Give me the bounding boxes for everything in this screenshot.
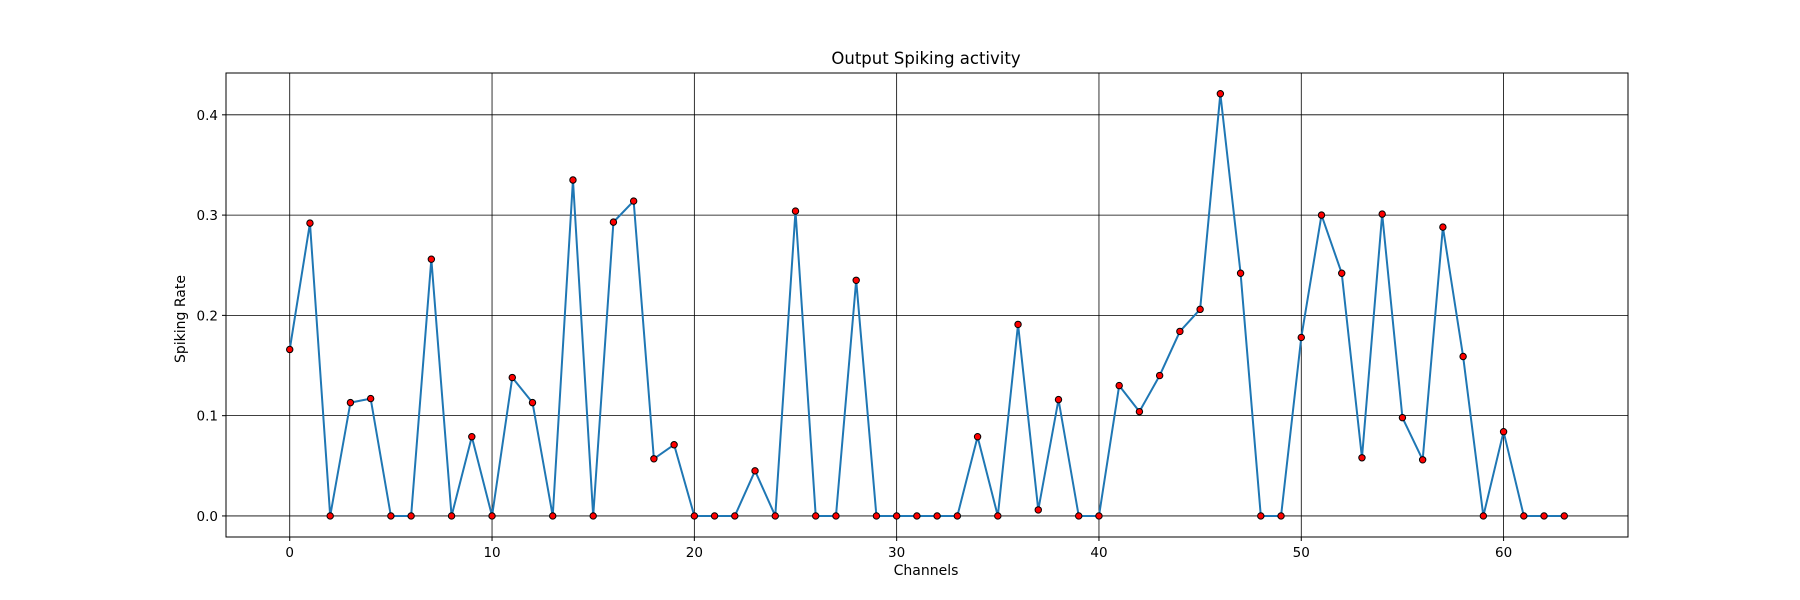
data-point <box>1257 512 1265 520</box>
data-point <box>892 512 901 520</box>
data-point <box>609 218 618 226</box>
data-markers <box>286 90 1568 520</box>
data-point <box>1520 512 1528 520</box>
plot-frame <box>225 72 1629 538</box>
data-point <box>488 512 496 520</box>
x-tick-label: 40 <box>1090 545 1107 561</box>
data-point <box>1095 512 1103 520</box>
data-point <box>1358 454 1366 462</box>
data-point <box>710 512 719 520</box>
data-point <box>1540 512 1548 520</box>
data-point <box>690 512 699 520</box>
y-tick-label: 0.0 <box>197 509 218 525</box>
data-point <box>1338 269 1346 277</box>
y-tick-label: 0.2 <box>197 308 218 324</box>
data-point <box>1499 428 1508 436</box>
y-tick-label: 0.1 <box>197 409 218 425</box>
series-line <box>288 92 1565 517</box>
data-point <box>569 176 577 184</box>
data-point <box>447 512 456 520</box>
data-point <box>872 512 881 520</box>
x-axis-label: Channels <box>894 563 959 579</box>
chart-title: Output Spiking activity <box>831 49 1020 68</box>
data-point <box>508 373 516 382</box>
data-point <box>549 512 557 520</box>
data-point <box>1216 90 1225 98</box>
data-point <box>1479 512 1488 520</box>
data-point <box>1176 327 1184 336</box>
data-point <box>468 433 476 441</box>
data-point <box>1236 269 1245 277</box>
data-point <box>1155 371 1164 380</box>
data-point <box>346 398 355 407</box>
y-tick-label: 0.3 <box>197 208 218 224</box>
data-point <box>427 255 436 263</box>
data-point <box>832 512 840 520</box>
data-point <box>407 512 415 520</box>
data-point <box>670 441 678 449</box>
grid-lines <box>226 73 1628 537</box>
data-point <box>791 207 800 215</box>
data-point <box>1459 352 1467 361</box>
data-point <box>1054 395 1063 404</box>
data-point <box>1439 223 1447 231</box>
x-tick-label: 0 <box>285 545 294 561</box>
y-axis-label: Spiking Rate <box>173 275 189 363</box>
x-tick-label: 20 <box>686 545 703 561</box>
data-point <box>1418 456 1427 464</box>
data-point <box>1378 210 1386 218</box>
x-tick-label: 50 <box>1293 545 1310 561</box>
data-point <box>994 512 1002 520</box>
data-point <box>1317 211 1326 219</box>
x-tick-label: 60 <box>1495 545 1512 561</box>
data-point <box>650 455 658 463</box>
data-point <box>913 512 921 520</box>
data-point <box>528 398 537 407</box>
data-point <box>1034 506 1042 514</box>
data-point <box>751 467 759 475</box>
data-point <box>973 433 982 441</box>
data-series <box>288 92 1565 517</box>
data-point <box>771 512 779 520</box>
x-tick-label: 10 <box>483 545 500 561</box>
data-point <box>366 394 375 403</box>
data-point <box>731 512 739 520</box>
data-point <box>852 276 860 284</box>
data-point <box>1135 407 1144 416</box>
data-point <box>933 512 941 520</box>
data-point <box>629 197 638 205</box>
data-point <box>1398 413 1407 422</box>
data-point <box>1196 305 1204 314</box>
data-point <box>387 512 395 520</box>
data-point <box>589 512 597 520</box>
data-point <box>1014 320 1022 329</box>
data-point <box>1115 381 1123 390</box>
data-point <box>1075 512 1083 520</box>
data-point <box>812 512 820 520</box>
data-point <box>1277 512 1285 520</box>
data-point <box>286 345 294 354</box>
data-point <box>1560 512 1568 520</box>
data-point <box>326 512 334 520</box>
data-point <box>1297 333 1305 342</box>
data-point <box>306 219 314 227</box>
axis-ticks: 0 10 20 30 40 50 60 0.0 0.1 0.2 0.3 0.4 <box>197 108 1513 561</box>
data-point <box>953 512 962 520</box>
y-tick-label: 0.4 <box>197 108 218 124</box>
x-tick-label: 30 <box>888 545 905 561</box>
